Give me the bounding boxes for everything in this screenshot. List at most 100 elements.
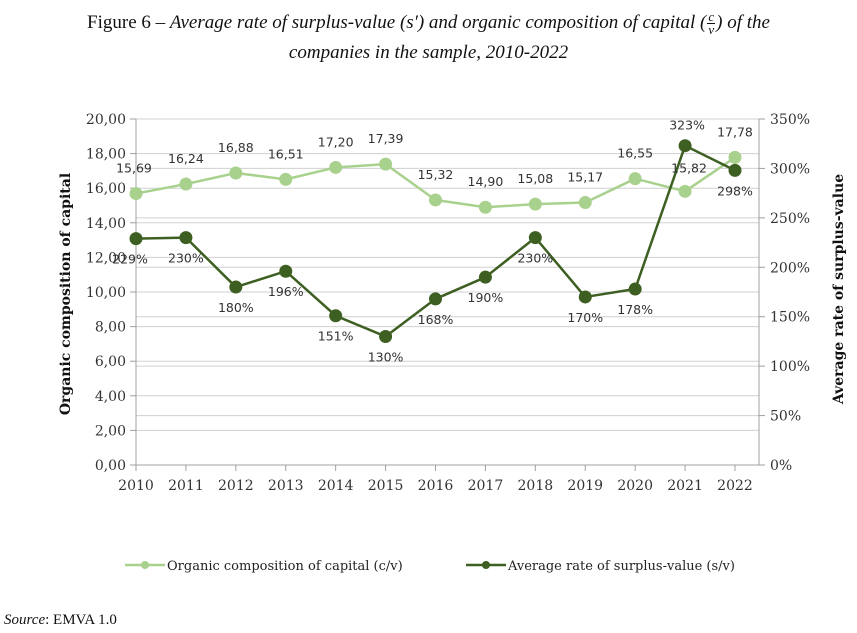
x-tick-label: 2020 [617, 478, 653, 494]
series-1-point [329, 309, 343, 323]
series-0-data-label: 15,82 [671, 160, 707, 175]
x-tick-label: 2022 [717, 478, 753, 494]
series-1-point [678, 139, 692, 153]
series-0-point [329, 160, 343, 174]
legend-marker-1 [482, 561, 490, 569]
right-tick-label: 0% [770, 458, 792, 474]
series-1-data-label: 298% [717, 183, 753, 198]
right-tick-label: 100% [770, 359, 810, 375]
series-0-point [379, 157, 393, 171]
legend: Organic composition of capital (c/v) Aver… [125, 559, 735, 574]
right-tick-label: 200% [770, 260, 810, 276]
series-1-data-label: 229% [112, 252, 148, 267]
series-0-point [628, 172, 642, 186]
left-tick-label: 10,00 [86, 285, 126, 301]
data-labels: 15,69 16,24 16,88 16,51 17,20 17,39 15,32 14,90… [112, 118, 753, 365]
series-1-data-label: 230% [517, 251, 553, 266]
series-1-point [179, 231, 193, 245]
series-0-point [528, 197, 542, 211]
x-tick-label: 2017 [468, 478, 504, 494]
legend-label-0: Organic composition of capital (c/v) [167, 559, 403, 574]
series-1-point [578, 290, 592, 304]
source-text: : EMVA 1.0 [45, 612, 117, 628]
left-tick-label: 8,00 [95, 320, 126, 336]
series-1-point [429, 292, 442, 306]
series-0-data-label: 16,88 [218, 140, 254, 155]
source-note: Source: EMVA 1.0 [4, 612, 117, 629]
right-tick-label: 300% [770, 161, 810, 177]
series-1-data-label: 151% [318, 329, 354, 344]
series-1-point [379, 329, 393, 343]
series-1-point [728, 163, 742, 177]
x-tick-label: 2015 [368, 478, 404, 494]
gridlines [136, 118, 759, 431]
left-tick-label: 20,00 [86, 112, 126, 128]
left-tick-label: 2,00 [95, 423, 126, 439]
figure-title-line-2: companies in the sample, 2010-2022 [288, 42, 569, 63]
x-tick-label: 2011 [168, 478, 204, 494]
series-1-data-label: 323% [669, 118, 705, 133]
right-tick-label: 350% [770, 112, 810, 128]
figure-title: Figure 6 – Average rate of surplus-value… [0, 8, 857, 68]
left-tick-label: 0,00 [95, 458, 126, 474]
legend-label-1: Average rate of surplus-value (s/v) [507, 559, 735, 574]
series-1-data-label: 130% [368, 349, 404, 364]
x-tick-label: 2010 [118, 478, 154, 494]
source-label: Source [4, 612, 46, 628]
left-tick-label: 14,00 [86, 216, 126, 232]
series-0-data-label: 17,39 [368, 131, 404, 146]
series-0-data-label: 15,69 [116, 161, 152, 176]
figure-title-line-1: Figure 6 – Average rate of surplus-value… [0, 8, 857, 38]
series-1-point [229, 280, 243, 294]
x-tick-label: 2012 [218, 478, 254, 494]
series-1-point [528, 231, 542, 245]
figure-title-prefix: Figure 6 – [87, 12, 170, 33]
series-0-data-label: 15,32 [418, 167, 454, 182]
left-axis-title: Organic composition of capital [58, 173, 74, 415]
right-tick-label: 150% [770, 310, 810, 326]
series-0-data-label: 15,17 [567, 170, 603, 185]
left-tick-label: 16,00 [86, 181, 126, 197]
right-tick-label: 250% [770, 211, 810, 227]
figure-title-italic-2: ) of the [716, 12, 770, 33]
series-1-data-label: 230% [168, 251, 204, 266]
series-1-data-label: 190% [468, 290, 504, 305]
series-0-data-label: 17,20 [318, 134, 354, 149]
series-0-point [229, 166, 243, 180]
series-1-point [129, 232, 143, 246]
series-0-data-label: 14,90 [468, 174, 504, 189]
x-tick-label: 2019 [567, 478, 603, 494]
legend-marker-0 [141, 561, 149, 569]
left-tick-label: 18,00 [86, 147, 126, 163]
right-tick-label: 50% [770, 409, 801, 425]
series-0-data-label: 16,24 [168, 151, 204, 166]
series-0-point [578, 196, 592, 210]
series-1-data-label: 178% [617, 302, 653, 317]
series-1-data-label: 170% [567, 310, 603, 325]
fraction-numerator: c [707, 9, 716, 25]
series-0-point [179, 177, 193, 191]
series-1-data-label: 180% [218, 300, 254, 315]
series-layer [129, 139, 742, 343]
series-1-data-label: 196% [268, 284, 304, 299]
fraction-denominator: v [708, 22, 715, 38]
x-tick-label: 2014 [318, 478, 354, 494]
series-0-data-label: 16,51 [268, 146, 304, 161]
series-0-point [678, 184, 692, 198]
series-0-data-label: 16,55 [617, 146, 653, 161]
left-tick-label: 12,00 [86, 250, 126, 266]
series-0-point [478, 200, 492, 214]
axes: 0,00 2,00 4,00 6,00 8,00 10,00 12,00 14,00 16,00… [58, 112, 847, 494]
series-0-data-label: 15,08 [517, 171, 553, 186]
x-tick-label: 2018 [518, 478, 554, 494]
left-tick-label: 4,00 [95, 389, 126, 405]
x-tick-label: 2021 [667, 478, 703, 494]
series-1-point [478, 270, 492, 284]
figure-title-italic-1: Average rate of surplus-value (s′) and o… [169, 12, 707, 33]
series-0-point [279, 172, 293, 186]
series-1-point [279, 264, 293, 278]
series-0-point [728, 150, 742, 164]
series-0-data-label: 17,78 [717, 124, 753, 139]
